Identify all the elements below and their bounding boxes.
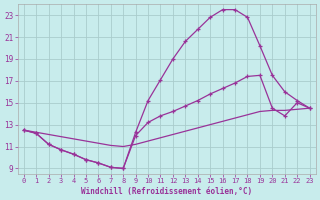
X-axis label: Windchill (Refroidissement éolien,°C): Windchill (Refroidissement éolien,°C): [81, 187, 252, 196]
